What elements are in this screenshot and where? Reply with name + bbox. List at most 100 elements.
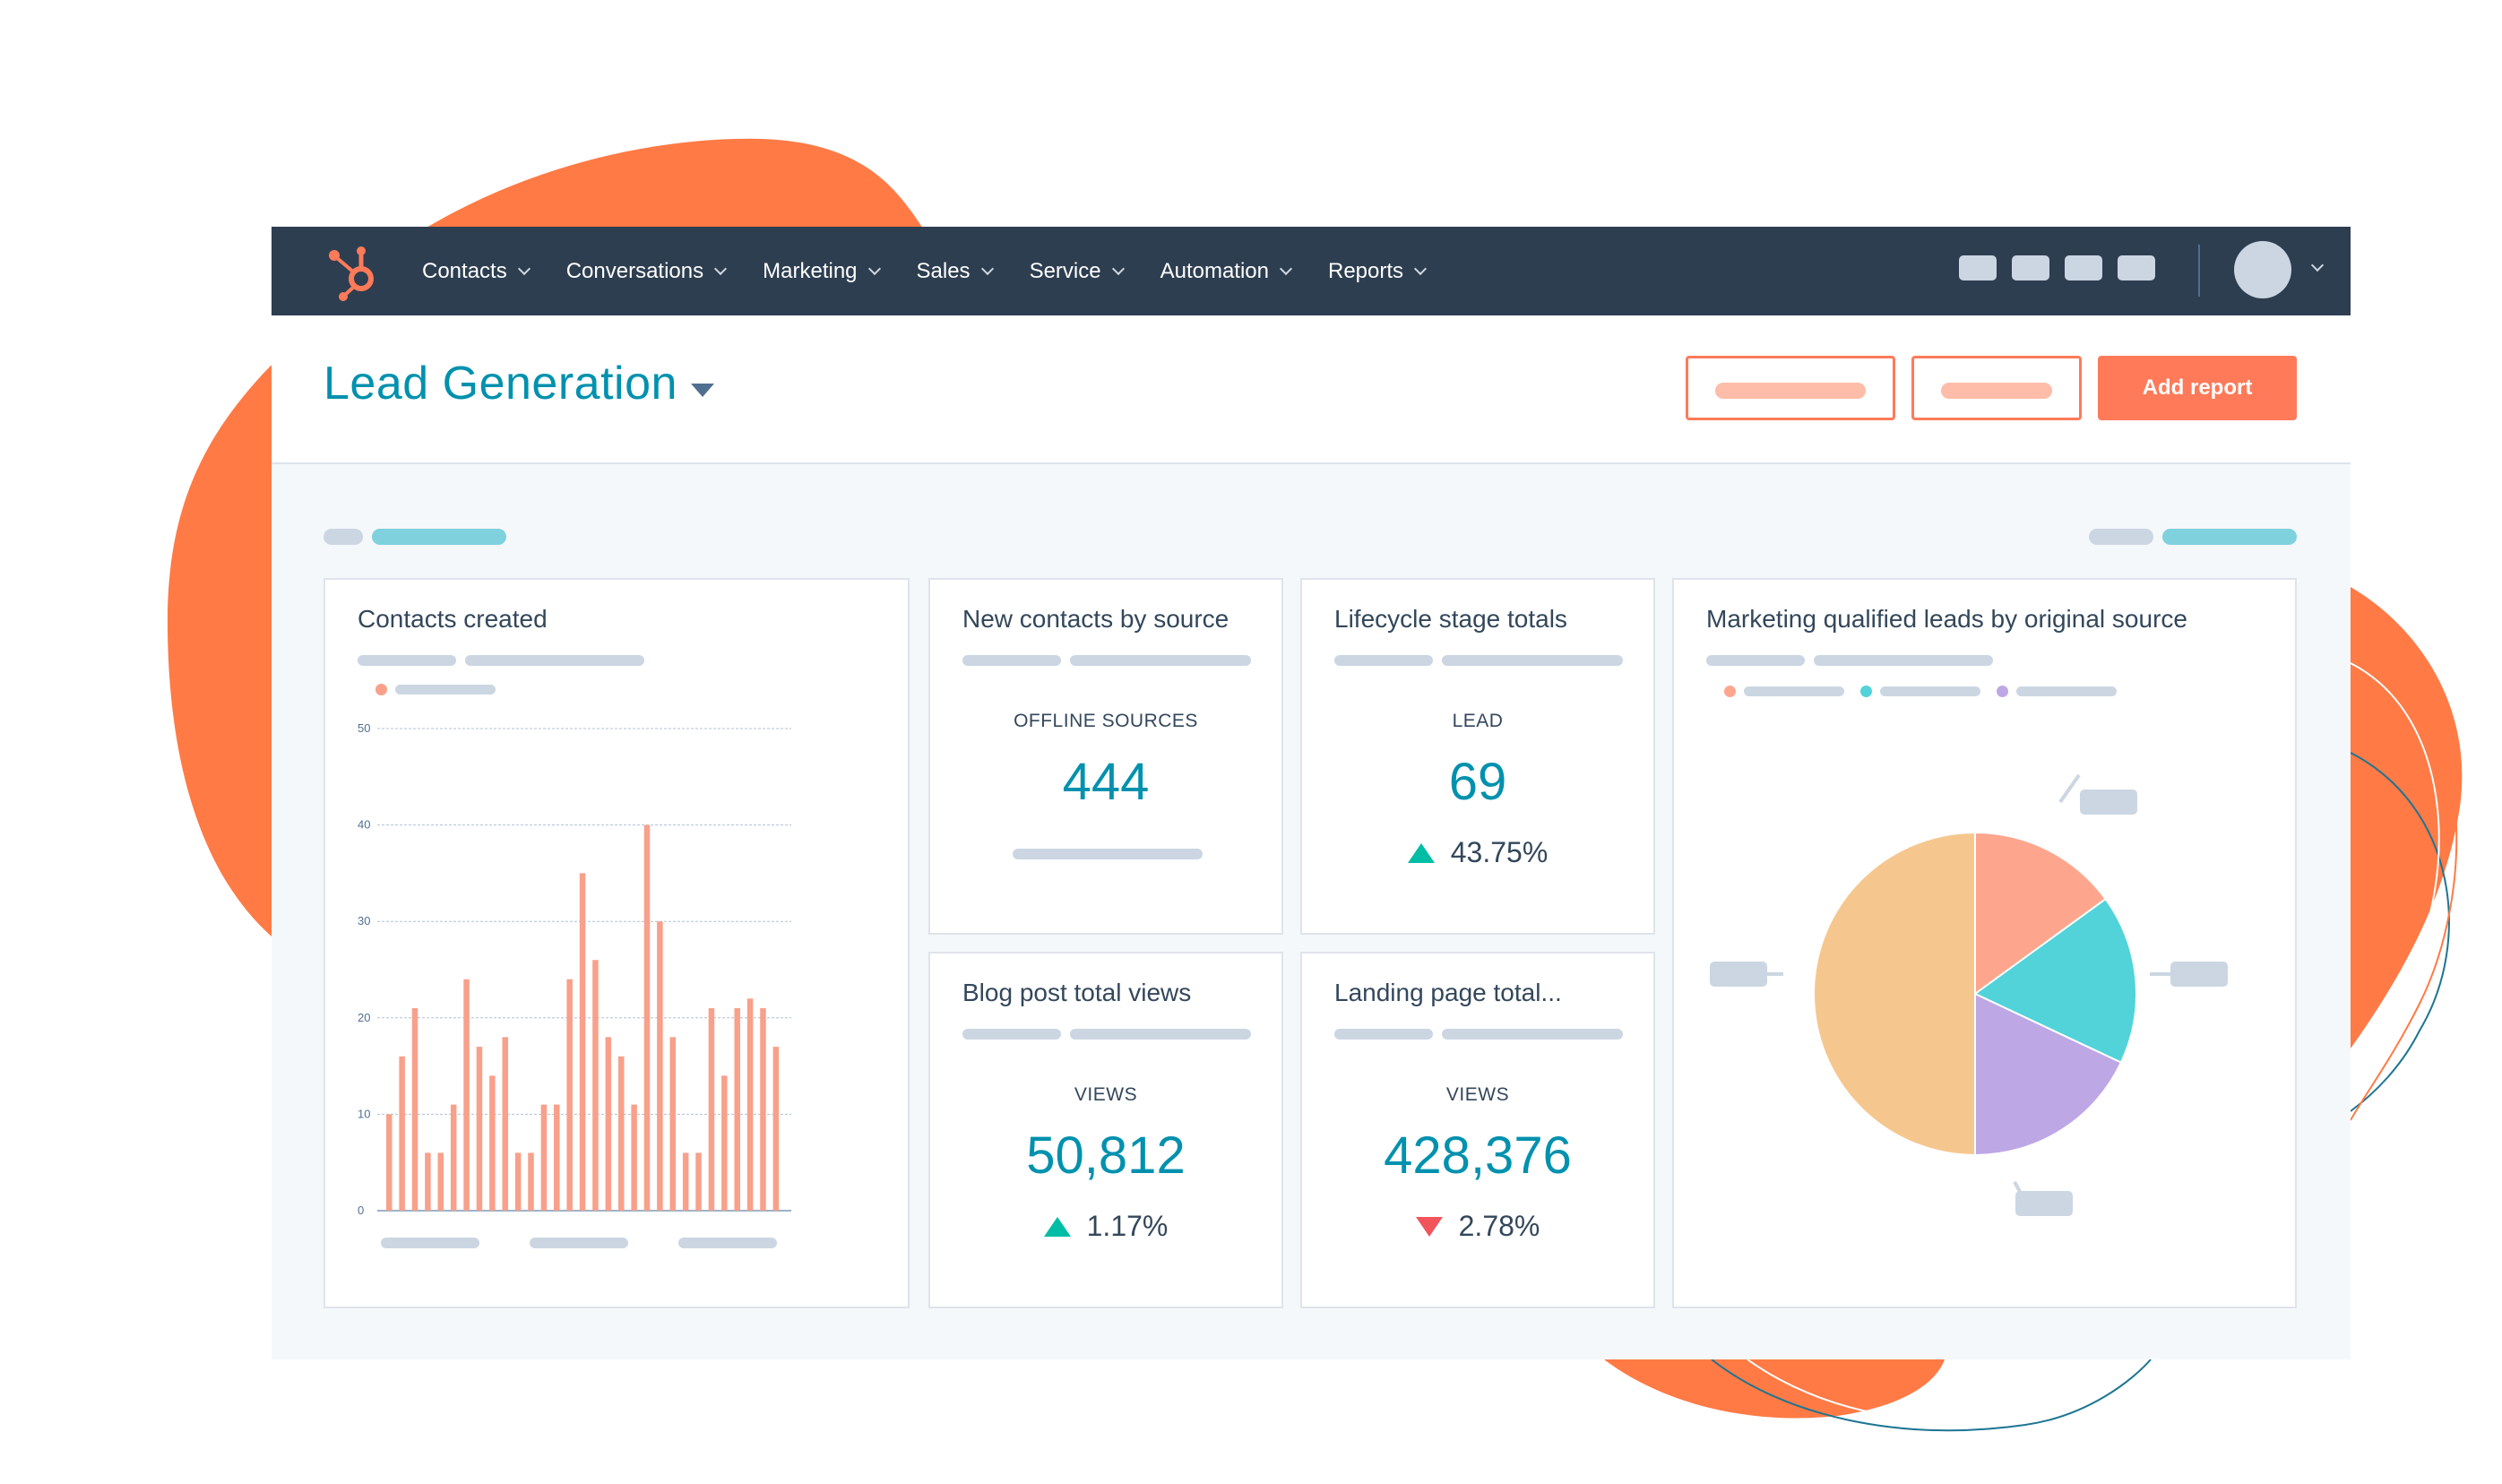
nav-sales[interactable]: Sales bbox=[917, 259, 994, 284]
bar[interactable] bbox=[734, 1008, 740, 1211]
kpi-label: VIEWS bbox=[1074, 1084, 1138, 1105]
bar[interactable] bbox=[450, 1104, 457, 1211]
pie-slice[interactable] bbox=[1813, 831, 1976, 1157]
nav-conversations[interactable]: Conversations bbox=[565, 258, 728, 284]
bar[interactable] bbox=[682, 1152, 689, 1211]
subtitle-placeholder bbox=[1706, 655, 1805, 666]
chevron-down-icon bbox=[867, 262, 881, 275]
kpi-change-value: 2.78% bbox=[1458, 1210, 1540, 1242]
bar[interactable] bbox=[540, 1104, 548, 1211]
white-line-bottom bbox=[1747, 1359, 2035, 1422]
bar[interactable] bbox=[566, 979, 573, 1211]
pie-label-placeholder bbox=[2080, 789, 2137, 815]
card-title: Blog post total views bbox=[962, 979, 1192, 1006]
legend-dot bbox=[1860, 686, 1872, 697]
bar[interactable] bbox=[502, 1037, 508, 1211]
app-window: Contacts Conversations Marketing Sales S… bbox=[272, 227, 2351, 1359]
bar[interactable] bbox=[772, 1047, 780, 1211]
card-contacts-created[interactable]: Contacts created 0 10 20 30 40 50 bbox=[324, 578, 910, 1308]
bar[interactable] bbox=[554, 1104, 560, 1211]
nav-divider bbox=[2198, 245, 2200, 297]
filter-pill[interactable] bbox=[324, 529, 363, 545]
nav-utility-button-4[interactable] bbox=[2118, 255, 2155, 280]
pie-label-placeholder bbox=[2015, 1191, 2073, 1216]
nav-conversations-label: Conversations bbox=[565, 258, 704, 283]
nav-utility-button-3[interactable] bbox=[2065, 255, 2102, 280]
nav-automation[interactable]: Automation bbox=[1160, 259, 1293, 284]
bar[interactable] bbox=[669, 1037, 677, 1211]
add-report-button[interactable]: Add report bbox=[2098, 356, 2297, 420]
bar[interactable] bbox=[411, 1008, 418, 1211]
nav-utility-button-1[interactable] bbox=[1959, 255, 1997, 280]
bar[interactable] bbox=[437, 1152, 444, 1211]
bar[interactable] bbox=[579, 873, 586, 1211]
pie-slice[interactable] bbox=[1974, 831, 2108, 996]
chevron-down-icon bbox=[980, 262, 994, 275]
subtitle-placeholder bbox=[1334, 1029, 1433, 1040]
card-title: New contacts by source bbox=[962, 605, 1229, 633]
nav-contacts[interactable]: Contacts bbox=[422, 258, 531, 284]
filter-pill[interactable] bbox=[2089, 529, 2153, 545]
hubspot-logo-icon[interactable] bbox=[324, 239, 386, 302]
contacts-bar-chart: 0 10 20 30 40 50 bbox=[358, 721, 791, 1217]
dashboard-header: Lead Generation Add report bbox=[272, 315, 2351, 464]
kpi-change: 2.78% bbox=[1302, 1210, 1653, 1243]
chevron-down-icon bbox=[1111, 262, 1125, 275]
pie-slice[interactable] bbox=[1973, 897, 2137, 1064]
bar[interactable] bbox=[708, 1008, 715, 1211]
kpi-change: 1.17% bbox=[930, 1210, 1281, 1243]
bar[interactable] bbox=[476, 1047, 483, 1211]
card-new-contacts-by-source[interactable]: New contacts by source OFFLINE SOURCES 4… bbox=[928, 578, 1283, 935]
chevron-down-icon bbox=[714, 262, 728, 275]
header-secondary-button-1[interactable] bbox=[1686, 356, 1895, 420]
chevron-down-icon[interactable] bbox=[2310, 258, 2325, 272]
pie-slice[interactable] bbox=[1974, 992, 2123, 1157]
card-title: Contacts created bbox=[358, 605, 548, 633]
subtitle-placeholder bbox=[358, 655, 456, 666]
bar[interactable] bbox=[489, 1075, 496, 1211]
bar[interactable] bbox=[617, 1056, 625, 1211]
card-lifecycle-stage-totals[interactable]: Lifecycle stage totals LEAD 69 43.75% bbox=[1300, 578, 1655, 935]
bar[interactable] bbox=[721, 1075, 728, 1211]
pie-label-placeholder bbox=[2170, 962, 2228, 987]
card-title: Landing page total... bbox=[1334, 979, 1562, 1006]
bar[interactable] bbox=[386, 1114, 393, 1211]
nav-contacts-label: Contacts bbox=[422, 258, 507, 283]
bar[interactable] bbox=[514, 1152, 522, 1211]
filter-pill-active[interactable] bbox=[372, 529, 506, 545]
card-landing-page-total-views[interactable]: Landing page total... VIEWS 428,376 2.78… bbox=[1300, 952, 1655, 1308]
nav-utility-button-2[interactable] bbox=[2012, 255, 2049, 280]
bar[interactable] bbox=[760, 1008, 766, 1211]
legend-label-placeholder bbox=[395, 685, 496, 695]
bar[interactable] bbox=[695, 1152, 702, 1211]
bar[interactable] bbox=[463, 979, 470, 1211]
bar[interactable] bbox=[746, 998, 754, 1211]
header-secondary-button-2[interactable] bbox=[1911, 356, 2082, 420]
x-axis-label-placeholder bbox=[678, 1238, 777, 1248]
top-navigation-bar: Contacts Conversations Marketing Sales S… bbox=[272, 227, 2351, 315]
footer-placeholder bbox=[1013, 849, 1203, 859]
bar[interactable] bbox=[631, 1104, 637, 1211]
bar[interactable] bbox=[643, 824, 651, 1211]
page-title[interactable]: Lead Generation bbox=[324, 358, 677, 410]
bar[interactable] bbox=[425, 1152, 431, 1211]
bar[interactable] bbox=[605, 1037, 612, 1211]
avatar[interactable] bbox=[2234, 241, 2291, 298]
card-blog-post-total-views[interactable]: Blog post total views VIEWS 50,812 1.17% bbox=[928, 952, 1283, 1308]
y-tick-label: 20 bbox=[358, 1011, 370, 1024]
filter-pill-active[interactable] bbox=[2162, 529, 2297, 545]
card-mql-by-original-source[interactable]: Marketing qualified leads by original so… bbox=[1672, 578, 2297, 1308]
nav-reports[interactable]: Reports bbox=[1328, 259, 1428, 284]
bar[interactable] bbox=[657, 921, 663, 1211]
nav-marketing[interactable]: Marketing bbox=[763, 259, 881, 284]
subtitle-placeholder bbox=[465, 655, 644, 666]
card-title: Lifecycle stage totals bbox=[1334, 605, 1567, 633]
bar[interactable] bbox=[528, 1152, 534, 1211]
orange-line bbox=[2350, 626, 2458, 1121]
bar[interactable] bbox=[592, 960, 599, 1211]
kpi-label: OFFLINE SOURCES bbox=[1014, 711, 1198, 731]
bar[interactable] bbox=[399, 1056, 405, 1211]
caret-down-icon[interactable] bbox=[691, 384, 714, 397]
nav-service[interactable]: Service bbox=[1030, 259, 1125, 284]
